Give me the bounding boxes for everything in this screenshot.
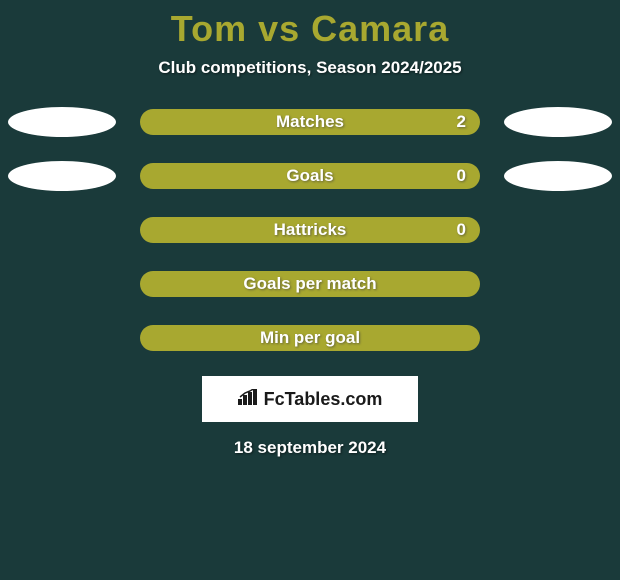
stat-label: Matches bbox=[276, 112, 344, 132]
logo-label: FcTables.com bbox=[264, 389, 383, 410]
stat-label: Hattricks bbox=[274, 220, 347, 240]
stat-row: Min per goal bbox=[0, 322, 620, 354]
page-subtitle: Club competitions, Season 2024/2025 bbox=[0, 58, 620, 78]
stat-value: 2 bbox=[457, 112, 466, 132]
player-left-marker bbox=[8, 107, 116, 137]
stat-bar: Goals 0 bbox=[140, 163, 480, 189]
stat-bar: Goals per match bbox=[140, 271, 480, 297]
stat-row: Goals 0 bbox=[0, 160, 620, 192]
stat-bar: Hattricks 0 bbox=[140, 217, 480, 243]
player-right-marker bbox=[504, 107, 612, 137]
stat-label: Goals bbox=[286, 166, 333, 186]
stats-list: Matches 2 Goals 0 Hattricks 0 Goals per match M… bbox=[0, 106, 620, 354]
stat-row: Goals per match bbox=[0, 268, 620, 300]
logo-text: FcTables.com bbox=[238, 389, 383, 410]
stat-label: Min per goal bbox=[260, 328, 360, 348]
date-label: 18 september 2024 bbox=[0, 438, 620, 458]
stat-row: Hattricks 0 bbox=[0, 214, 620, 246]
player-right-marker bbox=[504, 161, 612, 191]
stat-label: Goals per match bbox=[243, 274, 376, 294]
comparison-panel: Tom vs Camara Club competitions, Season … bbox=[0, 0, 620, 458]
logo-box[interactable]: FcTables.com bbox=[202, 376, 418, 422]
player-left-marker bbox=[8, 161, 116, 191]
stat-bar: Min per goal bbox=[140, 325, 480, 351]
stat-value: 0 bbox=[457, 220, 466, 240]
stat-bar: Matches 2 bbox=[140, 109, 480, 135]
page-title: Tom vs Camara bbox=[0, 8, 620, 50]
stat-row: Matches 2 bbox=[0, 106, 620, 138]
stat-value: 0 bbox=[457, 166, 466, 186]
chart-icon bbox=[238, 389, 258, 410]
